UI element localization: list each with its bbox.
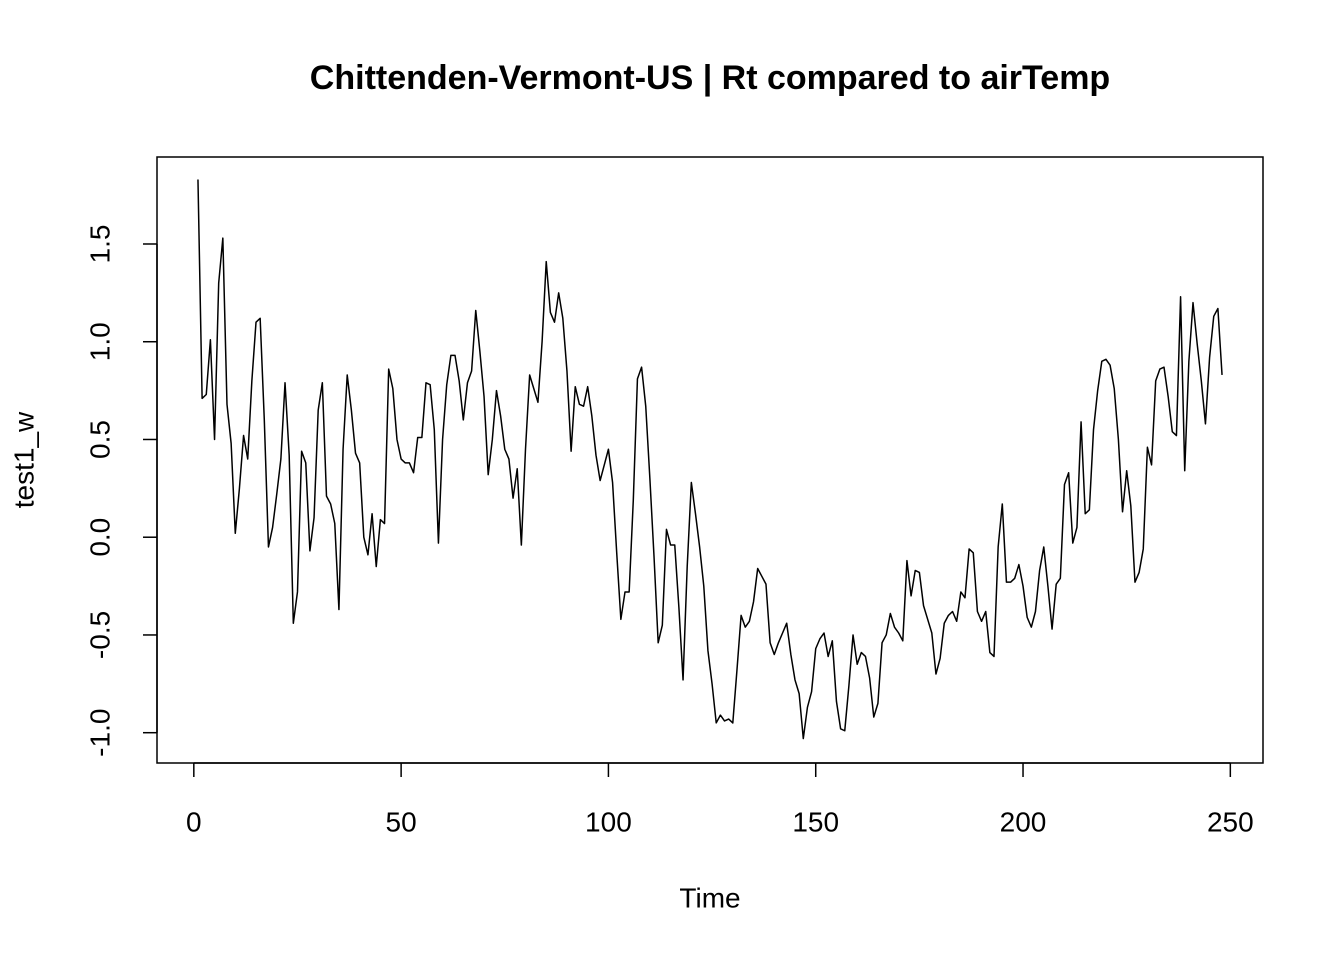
y-tick-label: -0.5 [84,611,115,659]
y-tick-label: 1.5 [84,225,115,264]
x-tick-label: 150 [792,806,839,837]
x-tick-label: 100 [585,806,632,837]
x-axis-label: Time [679,882,740,913]
y-tick-label: 1.0 [84,322,115,361]
data-line [197,179,1223,740]
y-tick-label: 0.5 [84,420,115,459]
y-tick-label: 0.0 [84,518,115,557]
x-tick-label: 50 [386,806,417,837]
x-tick-label: 200 [1000,806,1047,837]
x-tick-label: 250 [1207,806,1254,837]
chart-title: Chittenden-Vermont-US | Rt compared to a… [310,59,1110,97]
y-tick-label: -1.0 [84,709,115,757]
y-axis-label: test1_w [8,411,39,508]
x-tick-label: 0 [186,806,202,837]
